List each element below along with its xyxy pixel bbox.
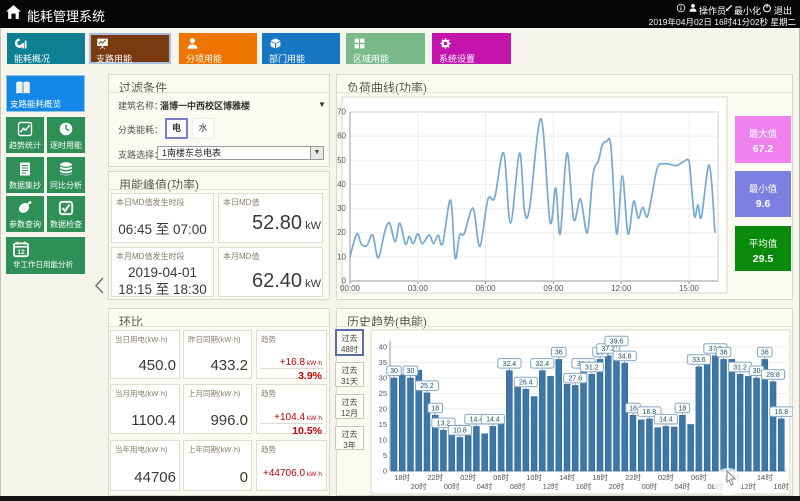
svg-text:03:00: 03:00 bbox=[408, 284, 429, 293]
svg-text:12:00: 12:00 bbox=[611, 284, 632, 293]
svg-text:12时: 12时 bbox=[543, 481, 559, 491]
svg-text:00时: 00时 bbox=[444, 481, 460, 491]
svg-text:25.2: 25.2 bbox=[420, 383, 434, 390]
svg-text:30: 30 bbox=[407, 368, 415, 375]
svg-text:25: 25 bbox=[379, 389, 387, 398]
svg-text:30: 30 bbox=[753, 368, 761, 375]
svg-text:06时: 06时 bbox=[493, 472, 509, 482]
svg-text:40: 40 bbox=[379, 343, 387, 352]
svg-text:18: 18 bbox=[679, 405, 687, 412]
svg-text:36: 36 bbox=[761, 350, 769, 357]
svg-text:02时: 02时 bbox=[658, 472, 674, 482]
svg-text:37.2: 37.2 bbox=[601, 346, 615, 353]
svg-text:16时: 16时 bbox=[773, 481, 789, 491]
svg-text:10: 10 bbox=[337, 252, 346, 261]
svg-text:10: 10 bbox=[379, 436, 387, 445]
svg-text:20: 20 bbox=[337, 228, 346, 237]
svg-text:20时: 20时 bbox=[411, 481, 427, 491]
svg-text:39.6: 39.6 bbox=[610, 338, 624, 345]
svg-text:32.4: 32.4 bbox=[535, 361, 549, 368]
svg-text:00:00: 00:00 bbox=[340, 284, 361, 293]
svg-text:14.4: 14.4 bbox=[659, 417, 673, 424]
svg-text:04时: 04时 bbox=[674, 481, 690, 491]
svg-text:31.2: 31.2 bbox=[733, 365, 747, 372]
svg-text:15: 15 bbox=[379, 420, 387, 429]
svg-text:18: 18 bbox=[431, 405, 439, 412]
svg-text:16.8: 16.8 bbox=[774, 409, 788, 416]
svg-text:30: 30 bbox=[379, 374, 387, 383]
svg-text:16时: 16时 bbox=[576, 481, 592, 491]
svg-text:14.4: 14.4 bbox=[486, 417, 500, 424]
svg-text:34.8: 34.8 bbox=[618, 353, 632, 360]
svg-text:33.6: 33.6 bbox=[692, 357, 706, 364]
svg-text:15:00: 15:00 bbox=[679, 284, 700, 293]
svg-text:08时: 08时 bbox=[510, 481, 526, 491]
svg-text:14时: 14时 bbox=[559, 472, 575, 482]
svg-text:27.6: 27.6 bbox=[568, 376, 582, 383]
svg-text:18时: 18时 bbox=[592, 472, 608, 482]
svg-text:30: 30 bbox=[390, 368, 398, 375]
svg-text:26.4: 26.4 bbox=[519, 379, 533, 386]
svg-text:09:00: 09:00 bbox=[543, 284, 564, 293]
svg-text:37.2: 37.2 bbox=[709, 346, 723, 353]
svg-text:16.8: 16.8 bbox=[643, 409, 657, 416]
svg-text:22时: 22时 bbox=[427, 472, 443, 482]
svg-text:0: 0 bbox=[383, 467, 387, 476]
svg-text:12: 12 bbox=[17, 249, 25, 256]
svg-text:14时: 14时 bbox=[757, 472, 773, 482]
svg-text:22时: 22时 bbox=[625, 472, 641, 482]
svg-text:40: 40 bbox=[337, 180, 346, 189]
svg-text:20时: 20时 bbox=[609, 481, 625, 491]
svg-text:35: 35 bbox=[379, 358, 387, 367]
svg-text:5: 5 bbox=[383, 451, 387, 460]
svg-text:10时: 10时 bbox=[526, 472, 542, 482]
svg-text:02时: 02时 bbox=[460, 472, 476, 482]
svg-text:28.8: 28.8 bbox=[766, 372, 780, 379]
svg-text:14.4: 14.4 bbox=[470, 417, 484, 424]
svg-text:31.2: 31.2 bbox=[585, 365, 599, 372]
svg-text:60: 60 bbox=[337, 132, 346, 141]
svg-text:36: 36 bbox=[555, 350, 563, 357]
svg-text:32.4: 32.4 bbox=[503, 361, 517, 368]
svg-text:70: 70 bbox=[337, 108, 346, 117]
svg-text:13.2: 13.2 bbox=[437, 420, 451, 427]
svg-text:10.8: 10.8 bbox=[453, 428, 467, 435]
svg-text:50: 50 bbox=[337, 156, 346, 165]
svg-text:12时: 12时 bbox=[740, 481, 756, 491]
svg-text:30: 30 bbox=[337, 204, 346, 213]
svg-text:06时: 06时 bbox=[691, 472, 707, 482]
svg-text:0: 0 bbox=[342, 277, 347, 286]
svg-text:18时: 18时 bbox=[394, 472, 410, 482]
svg-text:20: 20 bbox=[379, 405, 387, 414]
svg-text:18: 18 bbox=[629, 405, 637, 412]
svg-text:06:00: 06:00 bbox=[476, 284, 497, 293]
svg-text:36: 36 bbox=[720, 350, 728, 357]
svg-text:00时: 00时 bbox=[641, 481, 657, 491]
svg-text:04时: 04时 bbox=[477, 481, 493, 491]
